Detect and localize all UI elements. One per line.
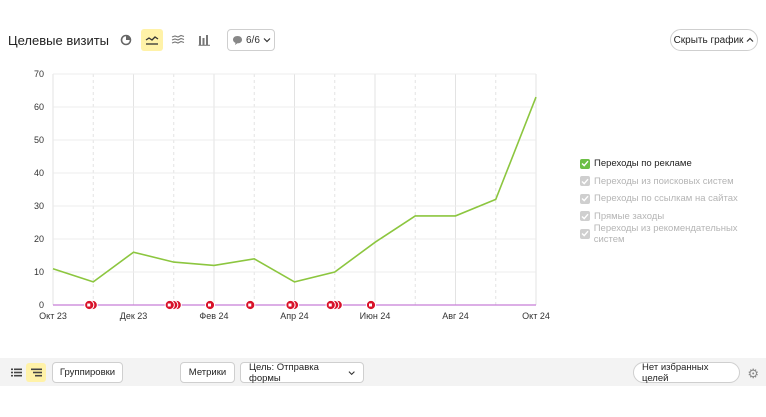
x-tick-label: Окт 23	[39, 311, 67, 321]
series-line-ads	[52, 96, 537, 283]
checkbox-icon[interactable]	[580, 228, 590, 239]
x-tick-label: Дек 23	[120, 311, 148, 321]
table-view-button[interactable]	[6, 363, 26, 382]
metrics-label: Метрики	[188, 367, 227, 378]
x-tick-label: Апр 24	[280, 311, 308, 321]
groupings-button[interactable]: Группировки	[52, 362, 123, 383]
comment-marker-glyph	[328, 303, 332, 307]
gear-icon[interactable]: ⚙	[747, 366, 759, 381]
y-tick-label: 30	[34, 201, 44, 211]
comment-marker-glyph	[288, 303, 292, 307]
tree-view-button[interactable]	[26, 363, 46, 382]
chart-legend: Переходы по рекламе Переходы из поисковых…	[580, 155, 766, 245]
comment-marker-glyph	[369, 303, 372, 307]
comment-marker-glyph	[87, 303, 91, 307]
goal-select[interactable]: Цель: Отправка формы	[240, 361, 364, 384]
y-tick-label: 70	[34, 69, 44, 79]
legend-label: Переходы из рекомендательных систем	[593, 222, 738, 245]
legend-item[interactable]: Прямые заходы	[580, 208, 766, 226]
pie-chart-icon	[120, 34, 132, 46]
legend-label: Переходы по ссылкам на сайтах	[594, 193, 738, 205]
bottom-toolbar: Группировки Метрики Цель: Отправка формы…	[0, 358, 766, 386]
bar-chart-view-button[interactable]	[193, 29, 215, 51]
hide-chart-label: Скрыть график	[673, 34, 744, 46]
legend-item[interactable]: Переходы из рекомендательных систем	[580, 222, 766, 245]
goal-label: Цель: Отправка формы	[249, 361, 319, 384]
legend-item[interactable]: Переходы из поисковых систем	[580, 173, 766, 191]
chevron-down-icon	[348, 370, 355, 375]
favorite-goals-button[interactable]: Нет избранных целей	[633, 361, 740, 384]
comments-count: 6/6	[246, 34, 260, 46]
line-chart-view-button[interactable]	[141, 29, 163, 51]
bar-chart-icon	[198, 35, 210, 46]
legend-label: Переходы из поисковых систем	[594, 175, 734, 187]
x-tick-label: Авг 24	[442, 311, 469, 321]
x-tick-label: Июн 24	[360, 311, 391, 321]
line-chart-icon	[145, 36, 159, 45]
page-title: Целевые визиты	[8, 33, 110, 48]
list-icon	[10, 368, 22, 377]
x-tick-label: Фев 24	[199, 311, 228, 321]
area-chart-view-button[interactable]	[167, 29, 189, 51]
x-tick-label: Окт 24	[522, 311, 550, 321]
groupings-label: Группировки	[59, 367, 116, 378]
y-tick-label: 0	[39, 300, 44, 310]
y-tick-label: 50	[34, 135, 44, 145]
metrics-button[interactable]: Метрики	[180, 362, 235, 383]
comment-marker-glyph	[167, 303, 171, 307]
checkbox-icon[interactable]	[580, 211, 590, 222]
checkbox-icon[interactable]	[580, 158, 590, 169]
checkbox-icon[interactable]	[580, 176, 590, 187]
tree-list-icon	[30, 368, 42, 377]
chart-header: Целевые визиты 6/6	[0, 0, 766, 70]
pie-chart-view-button[interactable]	[115, 29, 137, 51]
y-tick-label: 40	[34, 168, 44, 178]
line-chart: 0 10 20 30 40 50 60 70 Окт 23 Дек 23 Фев 24 Апр 24 И…	[34, 69, 550, 321]
comment-icon	[233, 35, 242, 45]
legend-item[interactable]: Переходы по ссылкам на сайтах	[580, 190, 766, 208]
y-tick-label: 10	[34, 267, 44, 277]
legend-label: Переходы по рекламе	[594, 158, 692, 170]
y-tick-label: 60	[34, 102, 44, 112]
legend-item[interactable]: Переходы по рекламе	[580, 155, 766, 173]
comments-dropdown[interactable]: 6/6	[227, 29, 275, 51]
area-chart-icon	[171, 34, 185, 44]
hide-chart-button[interactable]: Скрыть график	[670, 29, 758, 51]
checkbox-icon[interactable]	[580, 193, 590, 204]
comment-marker-glyph	[248, 303, 252, 307]
legend-label: Прямые заходы	[594, 210, 665, 222]
y-tick-label: 20	[34, 234, 44, 244]
chevron-down-icon	[263, 38, 271, 43]
favorite-goals-label: Нет избранных целей	[642, 361, 709, 384]
chevron-up-icon	[747, 37, 754, 42]
comment-marker-glyph	[208, 303, 211, 307]
